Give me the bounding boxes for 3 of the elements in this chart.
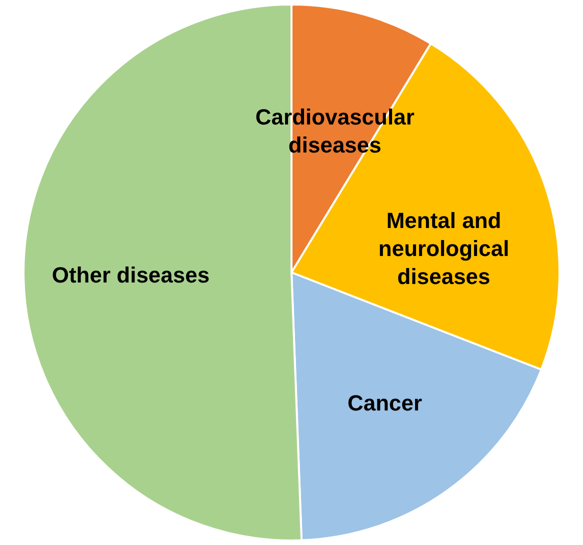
slice-label: Other diseases — [52, 262, 210, 288]
slice-label: Mental and neurological diseases — [378, 208, 510, 289]
slice-label: Cancer — [347, 390, 423, 416]
